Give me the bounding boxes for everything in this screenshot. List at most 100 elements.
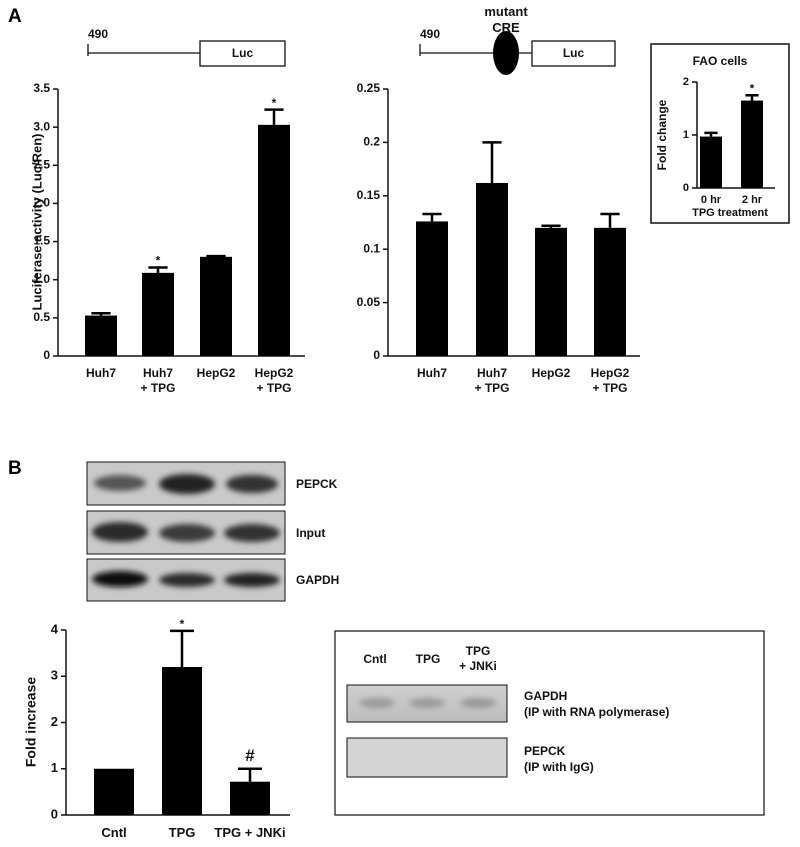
bar — [476, 182, 508, 356]
construct-site: 490 — [88, 27, 108, 41]
significance-label: * — [272, 96, 277, 110]
gel-note: (IP with RNA polymerase) — [524, 705, 670, 719]
y-tick-label: 1.5 — [33, 234, 50, 248]
error-bar — [148, 266, 168, 273]
y-tick-label: 0 — [683, 182, 689, 194]
x-tick-label: TPG + JNKi — [214, 825, 286, 840]
error-bar — [91, 312, 111, 316]
error-bar — [170, 629, 194, 667]
error-bar — [206, 254, 226, 258]
y-tick-label: 0.5 — [33, 310, 50, 324]
band — [94, 475, 146, 491]
blot-label: GAPDH — [296, 573, 340, 587]
significance-label: * — [750, 81, 755, 95]
bar — [200, 256, 232, 356]
reporter-box — [531, 40, 616, 67]
gel-label: GAPDH — [524, 689, 568, 703]
band — [460, 698, 496, 708]
lane-label: TPG + JNKi — [459, 644, 497, 673]
x-tick-label: Huh7 + TPG — [140, 366, 176, 395]
inset-frame — [650, 43, 790, 224]
bar — [162, 667, 202, 815]
bar — [85, 315, 117, 356]
y-tick-label: 4 — [51, 621, 59, 636]
bar — [700, 136, 722, 188]
x-tick-label: HepG2 + TPG — [590, 366, 630, 395]
reporter-box — [199, 40, 286, 67]
y-axis-label: Fold increase — [23, 677, 39, 767]
error-bar — [600, 212, 620, 228]
x-tick-label: 0 hr — [700, 194, 722, 206]
reporter-label: Luc — [232, 46, 254, 60]
chip-panel — [334, 630, 765, 816]
error-bar — [541, 224, 561, 228]
blot-label: Input — [296, 526, 326, 540]
gel-label: PEPCK — [524, 744, 566, 758]
band — [159, 474, 215, 494]
y-tick-label: 2.0 — [33, 196, 50, 210]
x-tick-label: 2 hr — [741, 194, 763, 206]
band — [92, 522, 148, 542]
band — [159, 524, 215, 542]
element-label: mutant CRE — [484, 4, 528, 35]
y-tick-label: 0.1 — [363, 241, 380, 255]
y-tick-label: 1 — [51, 760, 58, 775]
lane-label: TPG — [415, 652, 441, 666]
x-tick-label: TPG — [168, 825, 196, 840]
y-tick-label: 0.15 — [357, 188, 381, 202]
y-tick-label: 0.2 — [363, 135, 380, 149]
x-tick-label: HepG2 — [196, 366, 236, 380]
error-bar — [422, 212, 442, 222]
chip-frame — [334, 630, 765, 816]
bar — [230, 781, 270, 815]
chart-title: FAO cells — [693, 54, 748, 68]
band — [224, 573, 280, 587]
band — [159, 573, 215, 587]
x-tick-label: Huh7 — [86, 366, 116, 380]
bar — [741, 100, 763, 188]
construct-site: 490 — [420, 27, 440, 41]
bar — [142, 272, 174, 356]
y-tick-label: 0.25 — [357, 81, 381, 95]
band — [92, 571, 148, 587]
band — [359, 698, 395, 708]
significance-label: * — [180, 617, 185, 631]
reporter-label: Luc — [563, 46, 585, 60]
error-bar — [704, 131, 718, 137]
bar — [594, 227, 626, 356]
y-tick-label: 0 — [373, 348, 380, 362]
x-tick-label: HepG2 + TPG — [254, 366, 294, 395]
band — [224, 524, 280, 542]
blot-label: PEPCK — [296, 477, 338, 491]
error-bar — [238, 767, 262, 782]
x-tick-label: Huh7 + TPG — [474, 366, 510, 395]
blot — [86, 461, 286, 602]
panel-label: A — [8, 6, 22, 27]
error-bar — [482, 141, 502, 183]
lane-label: Cntl — [363, 652, 387, 666]
y-tick-label: 0 — [51, 806, 58, 821]
x-tick-label: HepG2 — [531, 366, 571, 380]
x-tick-label: Huh7 — [417, 366, 447, 380]
gel-row — [346, 737, 508, 778]
y-tick-label: 2 — [51, 714, 58, 729]
bar — [94, 768, 134, 815]
element-mark — [493, 31, 519, 75]
y-tick-label: 2 — [683, 76, 689, 88]
y-tick-label: 1 — [683, 129, 689, 141]
bar — [535, 227, 567, 356]
gel-note: (IP with IgG) — [524, 760, 594, 774]
bar — [416, 221, 448, 356]
significance-label: # — [245, 746, 255, 765]
bar — [258, 124, 290, 357]
error-bar — [264, 108, 284, 125]
band — [226, 475, 278, 493]
error-bar — [745, 94, 759, 101]
y-axis-label: Luciferase activity (Luc/Ren) — [29, 134, 44, 311]
band — [409, 698, 445, 708]
x-tick-label: Cntl — [101, 825, 127, 840]
y-axis-label: Fold change — [655, 99, 669, 170]
panel-label: B — [8, 458, 22, 479]
